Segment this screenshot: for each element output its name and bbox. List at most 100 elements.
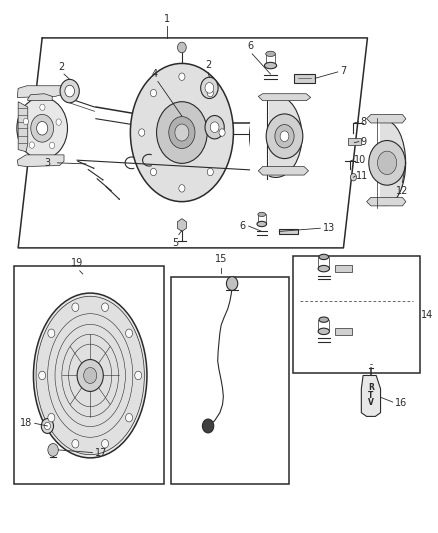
Text: 1: 1 [163,13,170,23]
Text: 14: 14 [421,310,433,320]
Text: 11: 11 [356,171,368,181]
Ellipse shape [318,328,329,335]
Bar [171,277,289,484]
Circle shape [102,303,109,311]
Circle shape [60,79,79,103]
Ellipse shape [319,254,328,260]
Text: 7: 7 [340,66,346,76]
Circle shape [226,277,238,290]
Polygon shape [367,115,406,123]
Circle shape [72,303,79,311]
Circle shape [207,168,213,176]
Circle shape [210,122,219,133]
Circle shape [205,83,214,93]
Circle shape [275,125,294,148]
Ellipse shape [258,212,266,216]
Text: 8: 8 [360,117,366,127]
Circle shape [17,98,67,159]
Bar [362,118,380,208]
Polygon shape [17,86,65,98]
Text: 6: 6 [247,41,254,51]
Circle shape [150,90,156,97]
Circle shape [29,142,35,148]
Circle shape [369,141,406,185]
Circle shape [126,414,133,422]
Circle shape [77,360,103,391]
Circle shape [177,42,186,53]
Circle shape [135,371,142,379]
Polygon shape [367,197,406,206]
Bar [14,266,164,484]
Circle shape [350,173,357,181]
Ellipse shape [257,221,267,227]
Ellipse shape [250,95,302,177]
Text: 15: 15 [215,254,227,264]
Circle shape [156,102,207,164]
Text: 16: 16 [395,398,407,408]
Ellipse shape [364,120,406,205]
Circle shape [219,129,225,136]
Polygon shape [17,155,64,166]
Text: 12: 12 [396,185,409,196]
Circle shape [175,124,189,141]
Circle shape [139,129,145,136]
Circle shape [378,151,397,174]
Bar [335,265,352,272]
Circle shape [48,414,55,422]
Text: 3: 3 [45,158,51,168]
Circle shape [72,440,79,448]
Text: 17: 17 [95,448,107,458]
Text: 10: 10 [353,155,366,165]
Polygon shape [258,166,308,175]
Circle shape [201,77,218,99]
Text: 2: 2 [205,60,211,70]
Circle shape [31,115,53,142]
Text: 5: 5 [172,238,178,248]
Circle shape [150,168,156,176]
Circle shape [266,114,303,159]
Ellipse shape [33,293,147,458]
Ellipse shape [266,51,276,56]
Bar [335,328,352,335]
Circle shape [41,418,53,433]
Circle shape [179,184,185,192]
Ellipse shape [265,62,277,69]
Circle shape [44,422,50,430]
Circle shape [169,117,195,149]
Text: 18: 18 [20,418,32,429]
Circle shape [65,85,74,97]
Circle shape [207,90,213,97]
Polygon shape [258,94,311,101]
Ellipse shape [36,296,145,455]
Circle shape [40,104,45,110]
Circle shape [23,118,28,125]
Polygon shape [18,102,28,152]
Circle shape [102,440,109,448]
Circle shape [126,329,133,337]
Text: V: V [368,398,374,407]
Circle shape [37,122,48,135]
Bar [279,229,297,234]
Circle shape [48,443,58,456]
Circle shape [48,329,55,337]
Text: 6: 6 [239,221,245,231]
Ellipse shape [318,265,329,272]
Circle shape [280,131,289,142]
Circle shape [39,371,46,379]
Circle shape [56,119,61,125]
Text: R: R [368,383,374,392]
Ellipse shape [319,317,328,322]
Text: 4: 4 [151,69,157,79]
Circle shape [205,116,224,139]
Circle shape [49,142,55,149]
Text: 9: 9 [360,136,366,147]
Text: T: T [368,391,374,400]
Polygon shape [177,219,187,231]
Polygon shape [28,94,52,101]
Text: 13: 13 [323,223,335,233]
Ellipse shape [131,63,233,201]
Bar [250,94,269,179]
Bar [294,74,315,83]
Bar [293,256,420,373]
Text: 2: 2 [59,62,65,72]
